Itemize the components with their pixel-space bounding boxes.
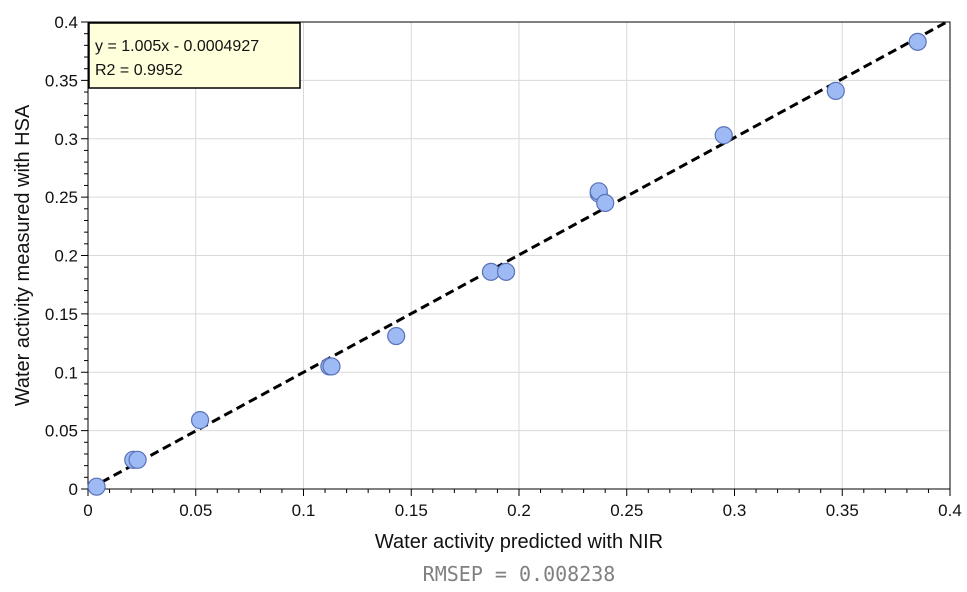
x-tick-label: 0.25 <box>610 501 643 520</box>
regression-annotation: y = 1.005x - 0.0004927 R2 = 0.9952 <box>88 22 301 89</box>
rmsep-annotation: RMSEP = 0.008238 <box>423 562 616 586</box>
regression-line <box>88 20 948 491</box>
grid-lines <box>88 22 950 489</box>
y-tick-label: 0.35 <box>45 71 78 90</box>
x-tick-label: 0.15 <box>395 501 428 520</box>
y-tick-label: 0.05 <box>45 422 78 441</box>
r-squared-label: R2 = 0.9952 <box>95 62 183 79</box>
fit-line <box>88 20 948 491</box>
data-points <box>87 32 927 496</box>
x-axis-label: Water activity predicted with NIR <box>375 531 663 553</box>
x-tick-label: 0.35 <box>826 501 859 520</box>
data-point <box>596 193 615 213</box>
data-point <box>190 411 210 430</box>
y-tick-label: 0.1 <box>54 363 78 382</box>
y-tick-label: 0.25 <box>45 188 78 207</box>
data-point <box>496 262 516 281</box>
y-tick-label: 0.4 <box>54 13 78 32</box>
annotation-box-background <box>88 22 301 89</box>
data-point <box>322 357 341 376</box>
axes: 0 0.05 0.1 0.15 0.2 0.25 0.3 0.35 0.4 0 0.05 0.1 0.1… <box>45 13 962 520</box>
data-point <box>128 450 147 469</box>
y-tick-label: 0.15 <box>45 305 78 324</box>
data-point <box>908 32 927 51</box>
y-tick-label: 0 <box>69 480 78 499</box>
x-tick-label: 0.1 <box>292 501 316 520</box>
y-axis-label: Water activity measured with HSA <box>12 104 34 406</box>
data-point <box>714 126 733 145</box>
x-tick-label: 0.2 <box>507 501 531 520</box>
y-tick-label: 0.3 <box>54 130 78 149</box>
data-point <box>387 326 406 346</box>
y-tick-label: 0.2 <box>54 247 78 266</box>
x-tick-label: 0.4 <box>938 501 962 520</box>
regression-equation: y = 1.005x - 0.0004927 <box>95 38 259 55</box>
x-tick-label: 0.3 <box>723 501 747 520</box>
data-point <box>481 262 501 281</box>
x-tick-label: 0 <box>83 501 92 520</box>
data-point <box>87 477 106 496</box>
data-point <box>826 81 845 100</box>
x-tick-label: 0.05 <box>179 501 212 520</box>
